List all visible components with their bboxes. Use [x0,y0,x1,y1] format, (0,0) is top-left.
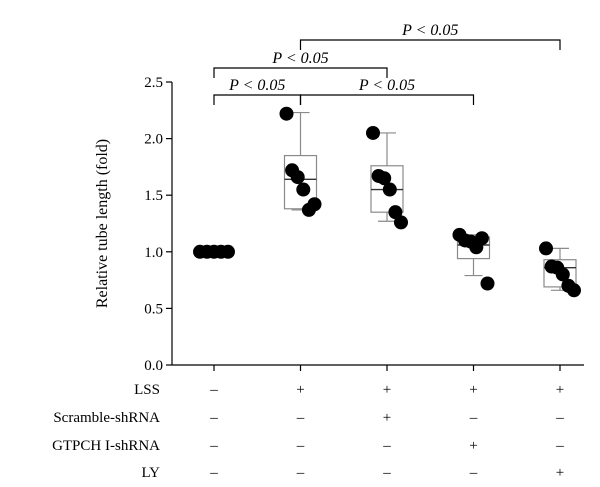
condition-value: + [556,382,564,398]
data-point [555,267,570,282]
condition-value: – [296,465,305,481]
data-point [377,171,392,186]
data-point [394,215,408,230]
data-point [296,182,311,197]
condition-value: – [209,465,218,481]
condition-value: + [383,382,391,398]
y-axis-label: Relative tube length (fold) [94,139,111,308]
condition-value: – [555,410,564,426]
condition-value: – [382,438,391,454]
condition-value: – [296,438,305,454]
condition-value: – [382,465,391,481]
data-point [221,244,235,259]
box-group [539,241,581,298]
data-point [474,231,489,246]
bracket-line [213,94,302,105]
condition-value: + [556,465,564,481]
y-tick-label: 0.5 [144,301,163,317]
condition-value: – [209,382,218,398]
data-point [539,241,553,256]
condition-value: – [209,410,218,426]
condition-value: – [209,438,218,454]
condition-value: – [469,410,478,426]
condition-label: LY [142,465,161,481]
y-tick-label: 1.0 [144,245,163,261]
data-point [366,125,380,140]
bracket-line [299,94,475,105]
condition-value: – [469,465,478,481]
significance-label: P < 0.05 [401,22,458,39]
y-tick-label: 2.5 [144,75,163,91]
condition-value: + [469,438,477,454]
box-group [452,227,495,291]
box-group [366,125,408,230]
iqr-box [543,259,577,288]
data-point [307,197,322,212]
data-point [382,182,397,197]
y-tick-label: 1.5 [144,188,163,204]
data-point [279,106,294,121]
significance-bracket [299,94,475,105]
data-point [290,170,305,185]
data-point [388,205,403,220]
y-tick-label: 0.0 [144,358,163,374]
condition-value: + [296,382,304,398]
condition-label: GTPCH I-shRNA [52,438,160,454]
condition-value: – [296,410,305,426]
significance-label: P < 0.05 [358,77,415,94]
bracket-line [213,67,388,78]
data-point [567,283,581,298]
bracket-line [299,39,561,50]
significance-label: P < 0.05 [228,77,285,94]
box-group [193,244,235,259]
iqr-box [283,154,318,210]
condition-label: LSS [134,382,160,398]
significance-label: P < 0.05 [271,50,328,67]
condition-label: Scramble-shRNA [53,410,160,426]
data-point [480,276,495,291]
condition-value: + [383,410,391,426]
box-group [279,106,322,217]
condition-value: + [469,382,477,398]
significance-bracket [299,39,561,50]
condition-value: – [555,438,564,454]
y-tick-label: 2.0 [144,132,163,148]
significance-bracket [213,94,302,105]
significance-bracket [213,67,388,78]
